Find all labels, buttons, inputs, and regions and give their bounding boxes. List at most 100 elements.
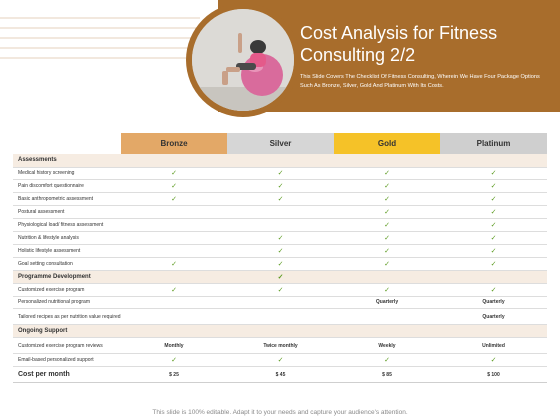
check-icon: ✓ <box>384 183 390 191</box>
tier-cell: ✓ <box>440 353 547 368</box>
tier-cell <box>227 218 334 232</box>
table-row: Medical history screening ✓ ✓ ✓ ✓ <box>13 167 547 181</box>
check-icon: ✓ <box>490 209 497 217</box>
table-row: Tailored recipes as per nutrition value … <box>13 308 547 326</box>
feature-label: Email-based personalized support <box>13 353 121 368</box>
check-icon: ✓ <box>490 196 497 204</box>
check-icon: ✓ <box>384 234 390 242</box>
tier-cell <box>334 270 440 284</box>
feature-label: Tailored recipes as per nutrition value … <box>13 308 121 326</box>
section-row: Ongoing Support <box>13 324 547 339</box>
table-row: Physiological load/ fitness assessment ✓ ✓ <box>13 218 547 232</box>
feature-label: Medical history screening <box>13 167 121 181</box>
check-icon: ✓ <box>384 222 390 229</box>
tier-cell <box>121 270 227 284</box>
tier-cell: ✓ <box>227 353 334 368</box>
tier-cell: ✓ <box>440 283 547 297</box>
tier-cell: ✓ <box>440 167 547 181</box>
check-icon: ✓ <box>277 357 284 365</box>
table-row: Customized exercise program ✓ ✓ ✓ ✓ <box>13 283 547 297</box>
tier-cell: $ 85 <box>334 366 440 384</box>
check-icon: ✓ <box>171 196 177 204</box>
section-row: Programme Development ✓ <box>13 270 547 284</box>
tier-cell <box>227 154 334 168</box>
check-icon: ✓ <box>277 196 284 204</box>
tier-cell: ✓ <box>227 167 334 181</box>
tier-cell: Unlimited <box>440 337 547 355</box>
footer-note: This slide is 100% editable. Adapt it to… <box>152 409 408 416</box>
frequency-value: Quarterly <box>482 299 505 306</box>
tier-cell <box>121 296 227 310</box>
tier-cell <box>334 324 440 339</box>
check-icon: ✓ <box>490 234 497 242</box>
table-row: Basic anthropometric assessment ✓ ✓ ✓ ✓ <box>13 192 547 207</box>
check-icon: ✓ <box>384 209 390 217</box>
price-value: $ 25 <box>169 372 179 379</box>
check-icon: ✓ <box>171 357 177 365</box>
tier-cell: Monthly <box>121 337 227 355</box>
tier-cell: $ 100 <box>440 366 547 384</box>
header-row: Bronze Silver Gold Platinum <box>13 133 547 154</box>
tier-cell: ✓ <box>440 257 547 271</box>
check-icon: ✓ <box>277 183 284 191</box>
check-icon: ✓ <box>384 170 390 178</box>
check-icon: ✓ <box>171 170 177 178</box>
check-icon: ✓ <box>384 357 390 365</box>
check-icon: ✓ <box>490 260 497 268</box>
check-icon: ✓ <box>277 286 284 294</box>
tier-cell: ✓ <box>227 179 334 194</box>
frequency-value: Twice monthly <box>263 342 298 349</box>
tier-cell: ✓ <box>334 192 440 207</box>
tier-cell <box>227 308 334 326</box>
tier-cell: ✓ <box>334 257 440 271</box>
tier-cell: ✓ <box>334 353 440 368</box>
feature-label: Customized exercise program <box>13 283 121 297</box>
tier-cell: ✓ <box>121 167 227 181</box>
title-line-1: Cost Analysis for Fitness <box>300 23 498 43</box>
feature-label: Personalized nutritional program <box>13 296 121 310</box>
price-value: $ 85 <box>382 372 392 379</box>
feature-label: Cost per month <box>13 366 121 384</box>
tier-cell: ✓ <box>121 257 227 271</box>
check-icon: ✓ <box>171 183 177 191</box>
check-icon: ✓ <box>384 286 390 294</box>
table-row: Customized exercise program reviews Month… <box>13 337 547 355</box>
check-icon: ✓ <box>171 260 177 268</box>
cost-table: Bronze Silver Gold Platinum Assessments M… <box>13 133 547 384</box>
tier-cell: ✓ <box>334 218 440 232</box>
tier-cell <box>334 154 440 168</box>
tier-cell <box>121 244 227 258</box>
feature-label: Physiological load/ fitness assessment <box>13 218 121 232</box>
table-row: Nutrition & lifestyle analysis ✓ ✓ ✓ <box>13 231 547 245</box>
tier-cell <box>227 205 334 220</box>
table-row: Pain discomfort questionnaire ✓ ✓ ✓ ✓ <box>13 179 547 194</box>
tier-cell <box>121 205 227 220</box>
feature-label: Holistic lifestyle assessment <box>13 244 121 258</box>
tier-cell: ✓ <box>440 244 547 258</box>
table-body: Assessments Medical history screening ✓ ✓ ✓ ✓… <box>13 154 547 384</box>
section-row: Assessments <box>13 154 547 168</box>
check-icon: ✓ <box>277 260 284 268</box>
frequency-value: Quarterly <box>482 313 505 320</box>
tier-cell <box>121 218 227 232</box>
check-icon: ✓ <box>490 247 497 255</box>
tier-cell <box>227 296 334 310</box>
fitness-photo <box>186 3 300 117</box>
frequency-value: Weekly <box>378 342 396 349</box>
tier-cell: ✓ <box>334 283 440 297</box>
tier-cell: ✓ <box>334 244 440 258</box>
check-icon: ✓ <box>277 273 284 281</box>
tier-cell: Quarterly <box>440 308 547 326</box>
tier-cell: ✓ <box>227 270 334 284</box>
column-header-gold: Gold <box>334 133 440 154</box>
table-row: Personalized nutritional program Quarterl… <box>13 296 547 310</box>
tier-cell: ✓ <box>121 283 227 297</box>
feature-label: Postural assessment <box>13 205 121 220</box>
header-blank <box>13 133 121 154</box>
tier-cell: ✓ <box>334 231 440 245</box>
tier-cell: $ 45 <box>227 366 334 384</box>
check-icon: ✓ <box>171 286 177 294</box>
table-row: Email-based personalized support ✓ ✓ ✓ ✓ <box>13 353 547 368</box>
tier-cell: ✓ <box>440 218 547 232</box>
tier-cell: Twice monthly <box>227 337 334 355</box>
